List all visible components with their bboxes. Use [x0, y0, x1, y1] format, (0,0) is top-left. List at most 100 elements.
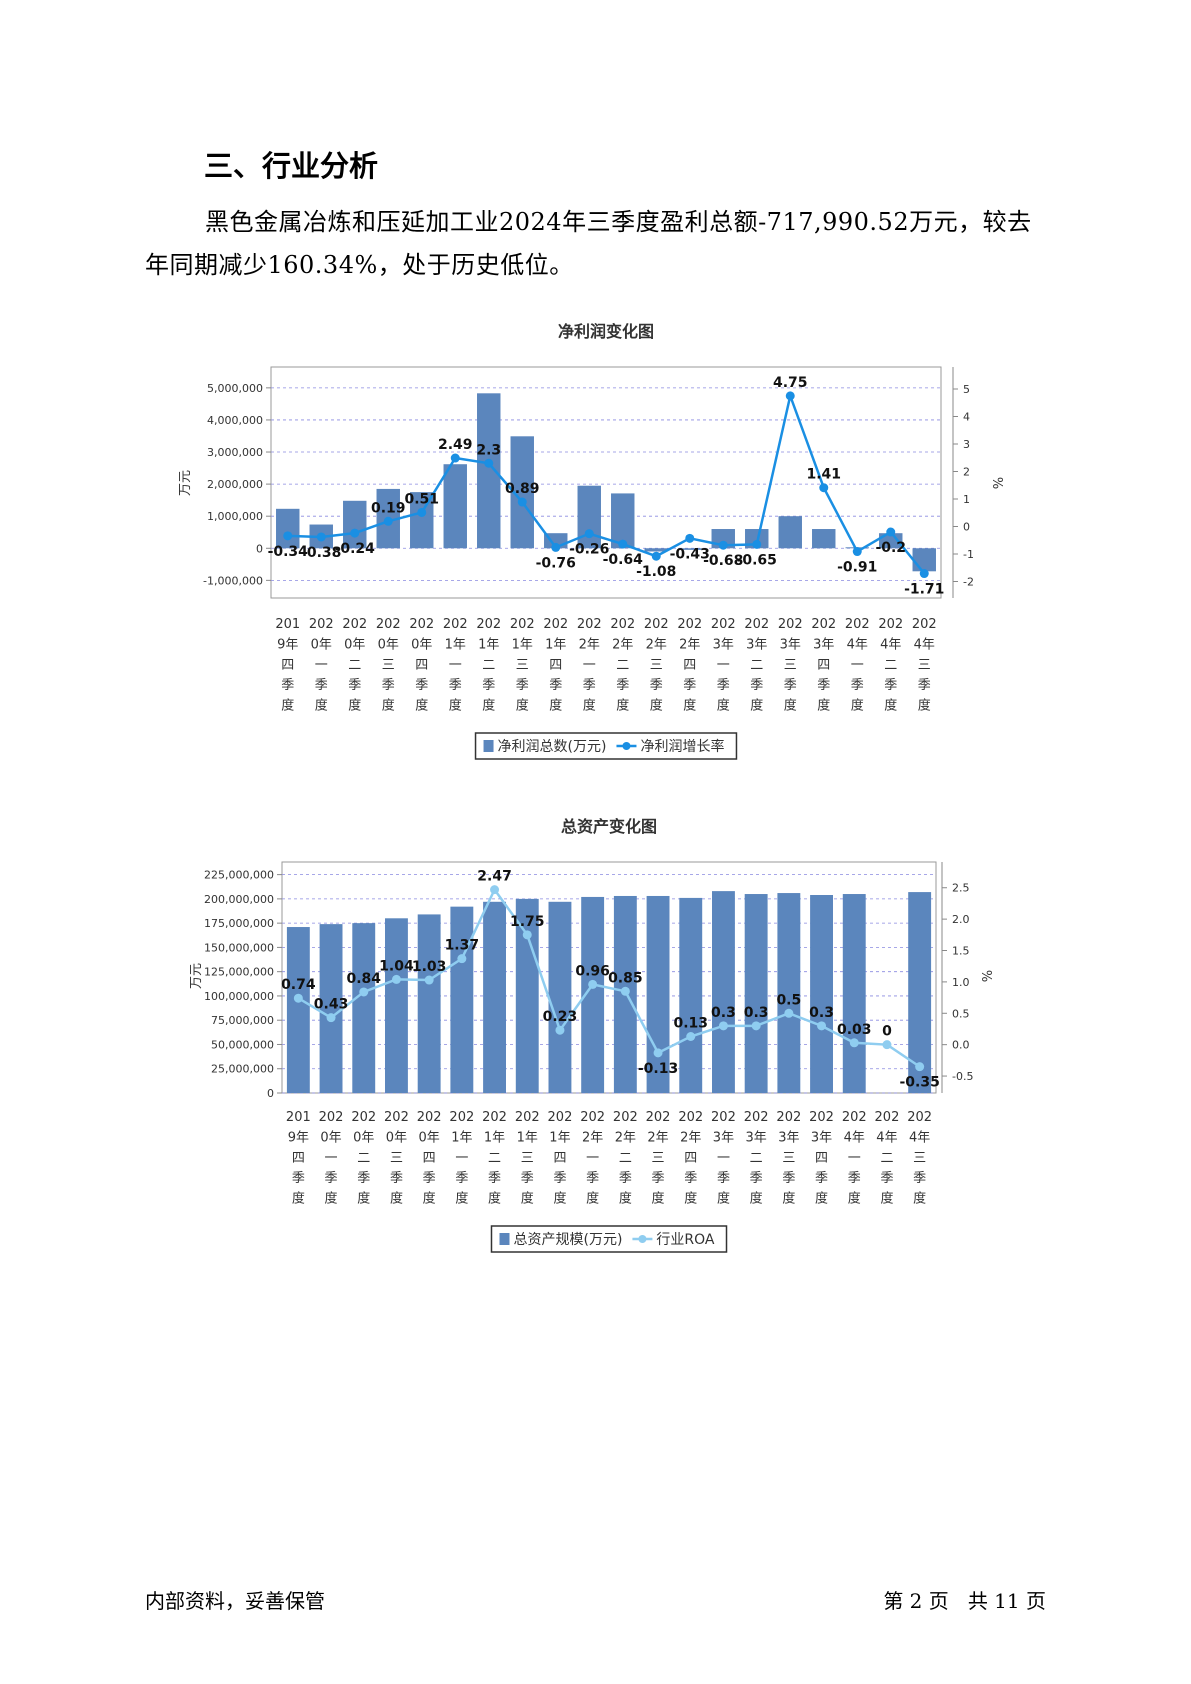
point: [651, 551, 661, 561]
data-label: 2.47: [477, 869, 512, 885]
y-tick-label: 200,000,000: [204, 893, 274, 906]
x-tick-label: 202 2年四季度: [677, 617, 702, 714]
data-label: 1.37: [445, 938, 480, 954]
data-label: -0.68: [703, 553, 743, 569]
y-tick-label: 0: [267, 1087, 274, 1100]
bar: [477, 393, 501, 549]
point: [522, 930, 532, 940]
y2-tick-label: 2.0: [952, 913, 970, 926]
bar: [581, 896, 605, 1093]
y2-axis-label: %: [978, 970, 993, 982]
legend-label: 净利润总数(万元): [498, 739, 607, 755]
y-tick-label: 225,000,000: [204, 869, 274, 882]
point: [584, 529, 594, 539]
x-tick-label: 202 0年一季度: [319, 1110, 344, 1207]
point: [686, 1032, 696, 1042]
x-tick-label: 202 0年二季度: [342, 617, 367, 714]
x-tick-label: 202 0年四季度: [409, 617, 434, 714]
point: [919, 569, 929, 579]
bar: [712, 891, 735, 1093]
data-label: -0.64: [603, 552, 644, 568]
data-label: -0.43: [670, 546, 710, 562]
bar: [286, 927, 310, 1093]
y2-tick-label: 2.5: [952, 882, 970, 895]
data-label: -0.35: [899, 1075, 939, 1091]
x-tick-label: 202 2年一季度: [580, 1110, 605, 1207]
data-label: 0.23: [543, 1009, 578, 1025]
y2-tick-label: 0.5: [952, 1007, 970, 1020]
data-label: 0.3: [711, 1005, 736, 1021]
x-tick-label: 202 2年一季度: [577, 617, 602, 714]
point: [653, 1048, 663, 1058]
x-tick-label: 202 3年一季度: [711, 617, 736, 714]
data-label: 1.75: [510, 914, 545, 930]
bar: [343, 500, 367, 549]
data-label: 2.3: [476, 442, 501, 458]
point: [886, 527, 896, 537]
bar: [842, 894, 866, 1093]
bar: [515, 898, 539, 1093]
point: [490, 885, 500, 895]
point: [450, 453, 460, 463]
bar: [810, 895, 833, 1093]
y2-tick-label: 4: [963, 411, 970, 424]
y2-axis-label: %: [989, 477, 1004, 489]
data-label: 0.19: [371, 500, 406, 516]
y-tick-label: 50,000,000: [211, 1038, 274, 1051]
chart-title: 总资产变化图: [561, 817, 657, 836]
x-tick-label: 202 2年三季度: [646, 1110, 671, 1207]
bar: [678, 548, 702, 550]
data-label: 0.5: [776, 992, 801, 1008]
x-tick-label: 202 0年四季度: [417, 1110, 442, 1207]
y2-tick-label: 1.0: [952, 976, 970, 989]
legend: 总资产规模(万元) 行业ROA: [490, 1225, 728, 1253]
x-tick-label: 202 2年三季度: [644, 617, 669, 714]
x-tick-label: 202 1年三季度: [510, 617, 535, 714]
bar: [352, 923, 376, 1093]
x-tick-label: 202 2年四季度: [678, 1110, 703, 1207]
y-tick-label: 4,000,000: [207, 414, 263, 427]
bar: [417, 914, 441, 1093]
data-label: 0.3: [809, 1005, 834, 1021]
bar: [778, 516, 802, 549]
point: [424, 975, 434, 985]
point: [882, 1040, 892, 1050]
data-label: -0.26: [569, 542, 609, 558]
y2-tick-label: 0: [963, 521, 970, 534]
x-tick-label: 202 1年二季度: [476, 617, 501, 714]
x-tick-label: 202 2年二季度: [610, 617, 635, 714]
point: [915, 1062, 925, 1072]
point: [784, 1008, 794, 1018]
bar: [483, 901, 506, 1093]
bar: [510, 436, 534, 549]
y-tick-label: 2,000,000: [207, 478, 263, 491]
y-tick-label: 175,000,000: [204, 917, 274, 930]
point: [283, 531, 293, 541]
legend: 净利润总数(万元) 净利润增长率: [474, 732, 738, 760]
legend-label: 行业ROA: [656, 1232, 715, 1248]
bar: [548, 901, 572, 1093]
x-tick-label: 202 0年三季度: [376, 617, 401, 714]
y2-tick-label: 1.5: [952, 945, 970, 958]
data-label: 0.43: [314, 997, 349, 1013]
x-tick-label: 202 0年三季度: [384, 1110, 409, 1207]
x-tick-label: 202 0年二季度: [351, 1110, 376, 1207]
legend-box: [490, 1225, 728, 1253]
x-tick-label: 202 3年二季度: [744, 617, 769, 714]
y-tick-label: 25,000,000: [211, 1063, 274, 1076]
x-tick-label: 202 3年四季度: [811, 617, 836, 714]
point: [359, 987, 369, 997]
y-axis-label: 万元: [178, 470, 193, 496]
data-label: -0.91: [837, 560, 877, 576]
y2-tick-label: 1: [963, 493, 970, 506]
bar: [319, 924, 343, 1093]
x-tick-label: 202 1年一季度: [443, 617, 468, 714]
point: [685, 533, 695, 543]
data-label: 2.49: [438, 437, 473, 453]
bar: [644, 548, 668, 552]
x-tick-label: 202 1年一季度: [449, 1110, 474, 1207]
footer-left: 内部资料，妥善保管: [145, 1589, 325, 1613]
point: [819, 483, 829, 493]
